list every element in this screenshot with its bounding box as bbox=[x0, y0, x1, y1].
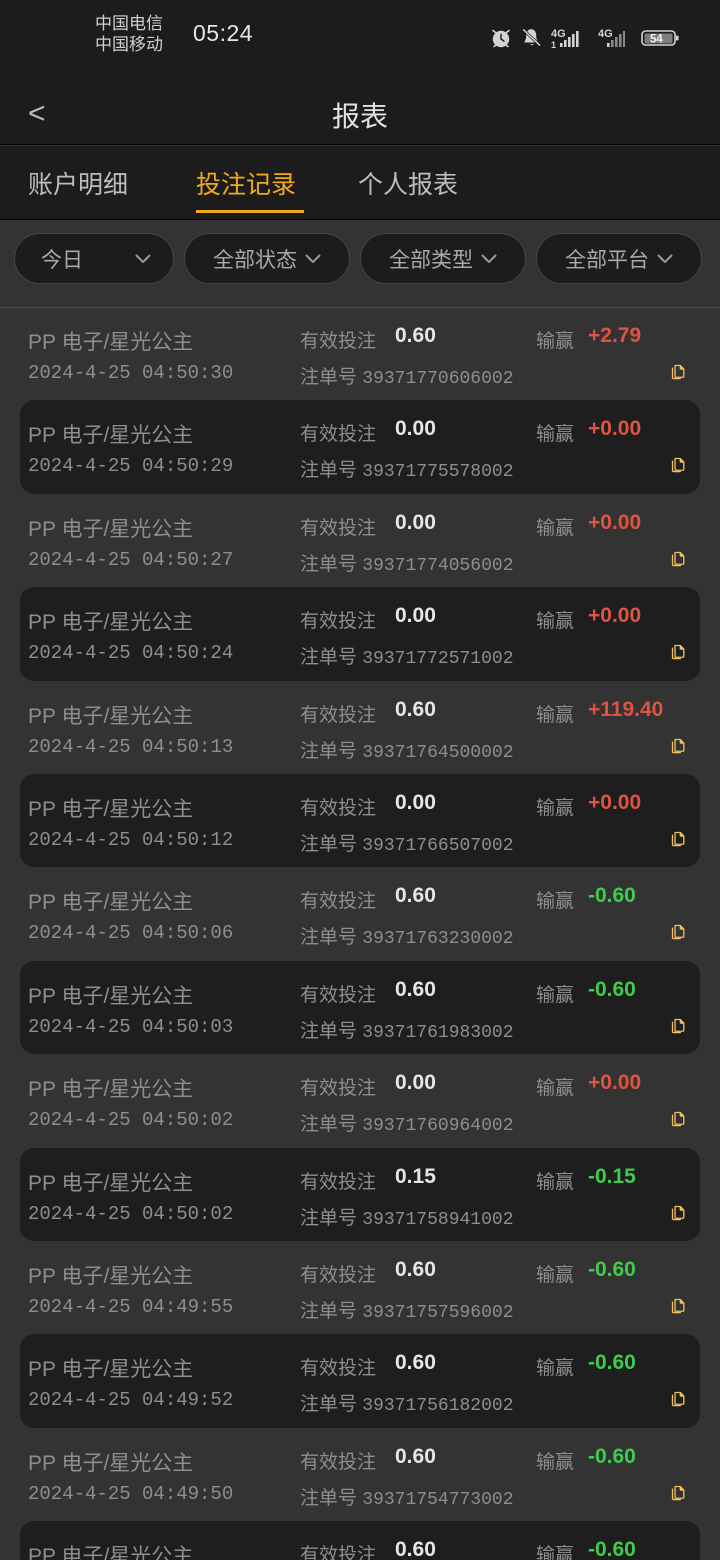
svg-text:54: 54 bbox=[650, 34, 663, 46]
svg-text:1: 1 bbox=[551, 40, 556, 50]
svg-text:4G: 4G bbox=[598, 28, 613, 40]
svg-text:4G: 4G bbox=[551, 28, 566, 40]
